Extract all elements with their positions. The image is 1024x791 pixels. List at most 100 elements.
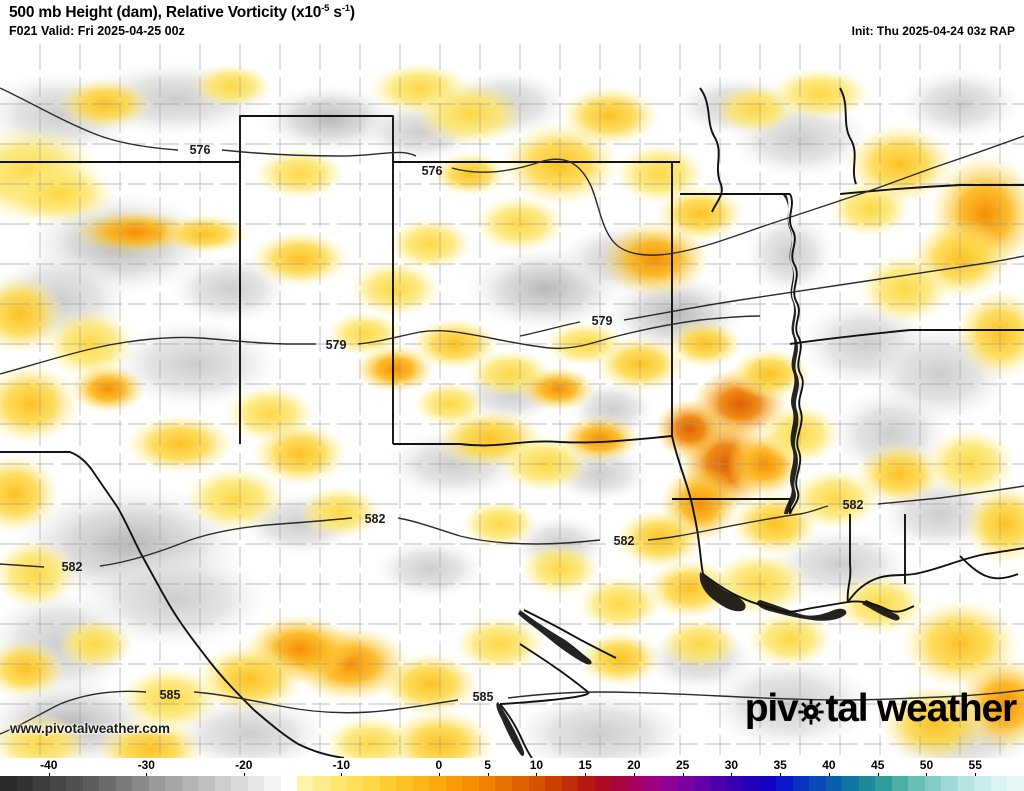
coastline-detail	[496, 194, 900, 756]
colorbar-segment	[776, 776, 793, 791]
colorbar-segment	[462, 776, 479, 791]
title-close-paren: )	[349, 4, 355, 22]
colorbar-segment	[511, 776, 529, 791]
colorbar-segment	[908, 776, 925, 791]
colorbar-segment	[231, 776, 248, 791]
colorbar-tick-mark	[438, 773, 440, 776]
title-exponent-2: -1	[341, 3, 350, 14]
title-unit: s	[329, 4, 342, 22]
colorbar-tick-label: -40	[40, 758, 58, 772]
colorbar-segment	[181, 776, 199, 791]
title-exponent: -5	[321, 3, 330, 14]
init-time-label: Init: Thu 2025-04-24 03z RAP	[851, 24, 1015, 38]
colorbar-segment	[941, 776, 958, 791]
colorbar-segment	[82, 776, 100, 791]
colorbar-segment	[974, 776, 991, 791]
logo-text-pre: piv	[744, 687, 799, 730]
colorbar-segment	[330, 776, 347, 791]
colorbar-tick-mark	[243, 773, 245, 776]
page-title: 500 mb Height (dam), Relative Vorticity …	[9, 3, 355, 22]
height-contours	[0, 87, 1024, 735]
colorbar-tick-mark	[975, 773, 977, 776]
colorbar-tick-labels: -40 -30 -20 -10 0 5 10 15 20 25 30 35 40 45 50 55	[0, 758, 1024, 775]
colorbar-tick-label: 25	[675, 758, 690, 772]
colorbar-segment	[0, 776, 17, 791]
colorbar-tick-mark	[877, 773, 879, 776]
colorbar-segment	[115, 776, 133, 791]
header: 500 mb Height (dam), Relative Vorticity …	[0, 0, 1024, 44]
map-canvas[interactable]: 576 576 579 579 582 582 582 582 585 585 …	[0, 44, 1024, 758]
colorbar-segment	[578, 776, 595, 791]
colorbar-segment	[858, 776, 876, 791]
colorbar-tick-mark	[633, 773, 635, 776]
colorbar-segment	[561, 776, 579, 791]
colorbar-tick-label: 30	[724, 758, 739, 772]
colorbar-segment	[594, 776, 612, 791]
website-url[interactable]: www.pivotalweather.com	[10, 721, 171, 736]
colorbar-segment	[990, 776, 1008, 791]
contour-label: 585	[160, 688, 181, 702]
colorbar-segment	[743, 776, 760, 791]
colorbar-tick-label: 50	[919, 758, 934, 772]
colorbar-tick-label: 40	[822, 758, 836, 772]
colorbar-segment	[677, 776, 694, 791]
contour-label: 579	[592, 314, 613, 328]
title-main: 500 mb Height (dam), Relative Vorticity …	[9, 4, 322, 22]
colorbar-tick-label: 20	[627, 758, 641, 772]
colorbar-segment	[957, 776, 975, 791]
colorbar-segment	[396, 776, 413, 791]
colorbar-tick-label: 45	[871, 758, 885, 772]
colorbar-segment	[660, 776, 678, 791]
colorbar-tick-mark	[828, 773, 830, 776]
colorbar-tick-mark	[585, 773, 587, 776]
contour-label: 582	[62, 560, 83, 574]
colorbar-tick-label: 35	[773, 758, 787, 772]
contour-label: 585	[473, 690, 494, 704]
colorbar-segment	[379, 776, 397, 791]
colorbar-segment	[363, 776, 380, 791]
contour-label: 576	[190, 143, 211, 157]
colorbar-segment	[809, 776, 826, 791]
colorbar-tick-label: 15	[578, 758, 592, 772]
colorbar-segment	[247, 776, 265, 791]
colorbar-segment	[891, 776, 909, 791]
colorbar-segment	[825, 776, 843, 791]
colorbar-tick-label: 55	[968, 758, 982, 772]
colorbar-segment	[445, 776, 463, 791]
colorbar[interactable]: -40 -30 -20 -10 0 5 10 15 20 25 30 35 40 45 50 55	[0, 758, 1024, 791]
colorbar-segment	[264, 776, 281, 791]
colorbar-segment	[611, 776, 628, 791]
colorbar-segment	[528, 776, 546, 791]
colorbar-segment	[346, 776, 364, 791]
contour-label: 582	[365, 512, 386, 526]
colorbar-tick-label: -20	[235, 758, 253, 772]
colorbar-segment	[842, 776, 859, 791]
colorbar-segment	[49, 776, 67, 791]
colorbar-tick-mark	[146, 773, 148, 776]
contour-labels: 576 576 579 579 582 582 582 582 585 585	[62, 143, 864, 704]
colorbar-segment	[148, 776, 166, 791]
colorbar-segment	[280, 776, 298, 791]
colorbar-ticks	[0, 773, 1024, 776]
colorbar-segment	[412, 776, 430, 791]
colorbar-segment	[495, 776, 512, 791]
logo-text-post: tal weather	[825, 687, 1017, 730]
colorbar-segment	[33, 776, 50, 791]
colorbar-tick-label: 0	[435, 758, 443, 772]
colorbar-segment	[644, 776, 661, 791]
contour-label: 576	[422, 164, 443, 178]
colorbar-tick-label: -30	[137, 758, 155, 772]
colorbar-tick-mark	[536, 773, 538, 776]
colorbar-tick-mark	[780, 773, 782, 776]
colorbar-segment	[627, 776, 645, 791]
colorbar-segment	[16, 776, 34, 791]
colorbar-tick-mark	[731, 773, 733, 776]
colorbar-segment	[1007, 776, 1024, 791]
colorbar-segment	[478, 776, 496, 791]
colorbar-strip[interactable]	[0, 776, 1024, 791]
vorticity-field: 576 576 579 579 582 582 582 582 585 585	[0, 44, 1024, 758]
contour-label: 582	[843, 498, 864, 512]
state-boundaries	[0, 87, 1024, 758]
colorbar-segment	[132, 776, 149, 791]
contour-label: 579	[326, 338, 347, 352]
